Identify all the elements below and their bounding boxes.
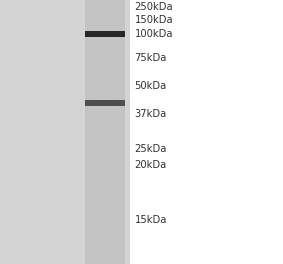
Text: 37kDa: 37kDa <box>134 109 167 119</box>
Text: 25kDa: 25kDa <box>134 144 167 154</box>
Text: 150kDa: 150kDa <box>134 15 173 25</box>
Text: 15kDa: 15kDa <box>134 215 167 225</box>
Text: 250kDa: 250kDa <box>134 2 173 12</box>
Bar <box>0 0 130 264</box>
Bar <box>93 0 117 264</box>
Bar <box>85 0 125 264</box>
Text: 100kDa: 100kDa <box>134 29 173 39</box>
Text: 75kDa: 75kDa <box>134 53 167 63</box>
Text: 20kDa: 20kDa <box>134 160 167 170</box>
Bar <box>85 100 125 106</box>
Text: 50kDa: 50kDa <box>134 81 167 91</box>
Bar <box>85 31 125 37</box>
